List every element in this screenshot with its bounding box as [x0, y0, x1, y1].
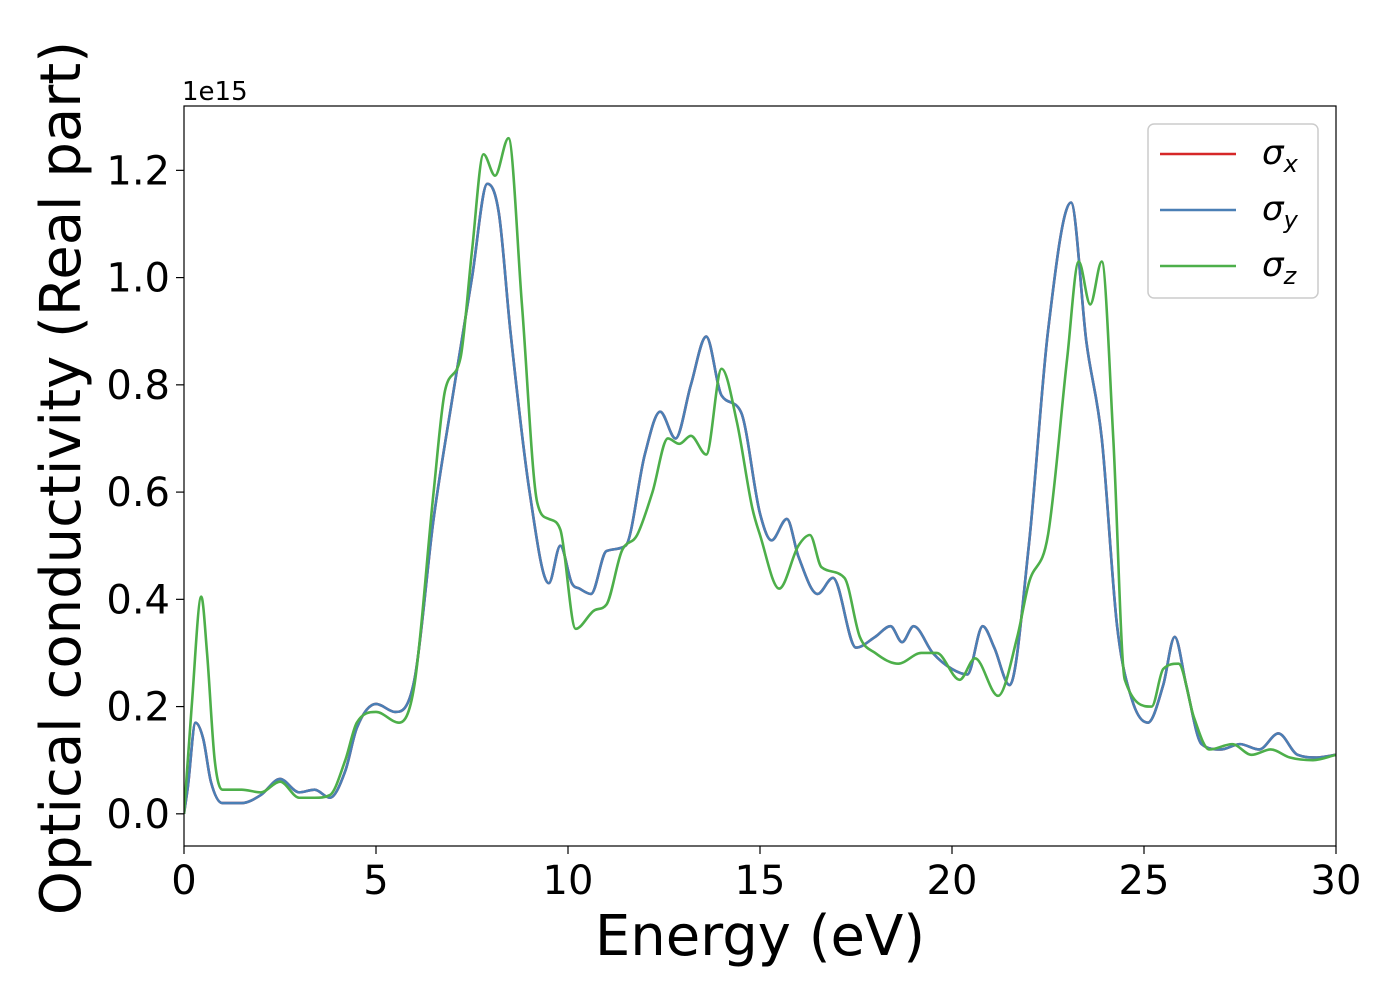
x-tick-label: 15 — [735, 858, 786, 904]
y-tick-label: 0.6 — [106, 470, 170, 516]
legend-item-x: σx — [1160, 133, 1299, 178]
series-line-z — [184, 136, 1336, 814]
x-tick-label: 25 — [1119, 858, 1170, 904]
x-tick-label: 30 — [1311, 858, 1362, 904]
y-tick-label: 0.8 — [106, 363, 170, 409]
series-line-y — [184, 182, 1336, 815]
legend-item-y: σy — [1160, 189, 1299, 234]
legend-label: σz — [1262, 245, 1298, 290]
legend-label: σy — [1262, 189, 1299, 234]
y-tick-label: 1.2 — [106, 148, 170, 194]
y-offset-label: 1e15 — [182, 77, 248, 107]
legend-item-z: σz — [1160, 245, 1298, 290]
y-tick-label: 1.0 — [106, 256, 170, 302]
y-tick-label: 0.4 — [106, 577, 170, 623]
legend-label: σx — [1262, 133, 1299, 178]
x-tick-label: 20 — [927, 858, 978, 904]
y-tick-label: 0.2 — [106, 685, 170, 731]
y-tick-label: 0.0 — [106, 792, 170, 838]
legend: σx σy σz — [1147, 123, 1319, 299]
y-axis-label: Optical conductivity (Real part) — [29, 41, 94, 915]
x-axis: 0 5 10 15 20 25 30 — [171, 846, 1361, 904]
x-tick-label: 5 — [363, 858, 388, 904]
series-layer — [184, 136, 1336, 815]
x-axis-label: Energy (eV) — [595, 904, 925, 969]
x-tick-label: 0 — [171, 858, 196, 904]
x-tick-label: 10 — [543, 858, 594, 904]
y-axis: 0.0 0.2 0.4 0.6 0.8 1.0 1.2 — [106, 148, 184, 838]
